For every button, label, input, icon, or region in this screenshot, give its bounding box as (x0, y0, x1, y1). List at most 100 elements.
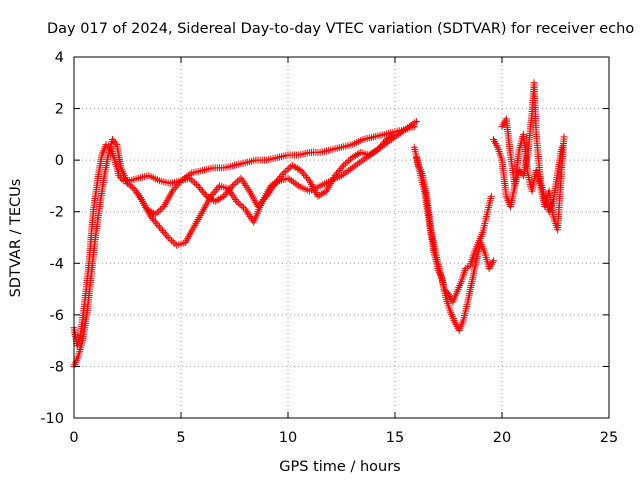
data-point (255, 201, 263, 209)
data-point (281, 167, 289, 175)
data-point (343, 168, 351, 176)
data-point (176, 178, 184, 186)
data-point (230, 180, 238, 188)
data-point (402, 125, 410, 133)
data-point (411, 119, 419, 127)
data-point (186, 174, 194, 182)
data-point (343, 158, 351, 166)
x-axis-label: GPS time / hours (279, 459, 400, 475)
data-point (337, 165, 345, 173)
data-point (111, 139, 119, 147)
data-point (289, 178, 297, 186)
data-point (396, 129, 404, 137)
x-tick-label: 5 (176, 430, 185, 446)
data-point (161, 230, 169, 238)
data-point (258, 197, 266, 205)
data-point (174, 180, 182, 188)
data-point (173, 182, 181, 190)
data-point (221, 191, 229, 199)
data-point (233, 177, 241, 185)
data-point (198, 187, 206, 195)
series-track-e (412, 154, 497, 334)
data-point (335, 166, 343, 174)
data-point (168, 187, 176, 195)
data-point (380, 139, 388, 147)
data-point (232, 179, 240, 187)
data-point (345, 166, 353, 174)
data-point (233, 197, 241, 205)
y-tick-label: 2 (55, 102, 64, 118)
data-point (260, 196, 268, 204)
data-point (283, 166, 291, 174)
data-point (331, 172, 339, 180)
data-point (378, 141, 386, 149)
data-point (150, 216, 158, 224)
data-point (227, 184, 235, 192)
series-track-a (70, 123, 418, 350)
data-point (288, 177, 296, 185)
data-point (291, 179, 299, 187)
data-point (374, 146, 382, 154)
data-point (389, 131, 397, 139)
x-tick-label: 15 (386, 430, 404, 446)
data-point (228, 182, 236, 190)
data-point (409, 120, 417, 128)
x-tick-label: 10 (279, 430, 297, 446)
data-point (220, 192, 228, 200)
data-point (273, 178, 281, 186)
data-point (304, 175, 312, 183)
data-point (285, 164, 293, 172)
data-point (226, 185, 234, 193)
data-point (163, 232, 171, 240)
data-point (377, 142, 385, 150)
data-point (398, 128, 406, 136)
data-point (238, 202, 246, 210)
x-tick-label: 20 (493, 430, 511, 446)
data-point (286, 175, 294, 183)
data-point (148, 215, 156, 223)
data-point (303, 173, 311, 181)
data-point (169, 238, 177, 246)
data-point (354, 160, 362, 168)
data-point (375, 144, 383, 152)
data-point (156, 223, 164, 231)
data-point (341, 169, 349, 177)
chart-title: Day 017 of 2024, Sidereal Day-to-day VTE… (47, 21, 634, 37)
series-track-g (498, 115, 568, 234)
data-point (155, 207, 163, 215)
y-axis-label: SDTVAR / TECUs (8, 179, 24, 298)
data-point (350, 163, 358, 171)
data-point (160, 228, 168, 236)
data-point (254, 203, 262, 211)
data-point (109, 136, 117, 144)
data-point (151, 210, 159, 218)
data-point (157, 225, 165, 233)
data-point (171, 184, 179, 192)
data-point (234, 199, 242, 207)
data-point (213, 185, 221, 193)
data-point (345, 157, 353, 165)
data-point (489, 257, 497, 265)
data-point (407, 121, 415, 129)
data-point (297, 166, 305, 174)
data-point (156, 206, 164, 214)
data-point (346, 165, 354, 173)
data-point (150, 209, 158, 217)
data-point (352, 161, 360, 169)
data-point (192, 180, 200, 188)
data-point (287, 163, 295, 171)
data-point (210, 189, 218, 197)
data-point (158, 227, 166, 235)
data-point (197, 185, 205, 193)
series-track-c (134, 130, 399, 218)
data-point (261, 194, 269, 202)
data-point (168, 237, 176, 245)
data-point (110, 137, 118, 145)
data-point (403, 124, 411, 132)
y-tick-label: -10 (40, 411, 64, 427)
data-point (339, 170, 347, 178)
series-track-d (410, 143, 495, 306)
data-point (211, 187, 219, 195)
data-point (151, 218, 159, 226)
